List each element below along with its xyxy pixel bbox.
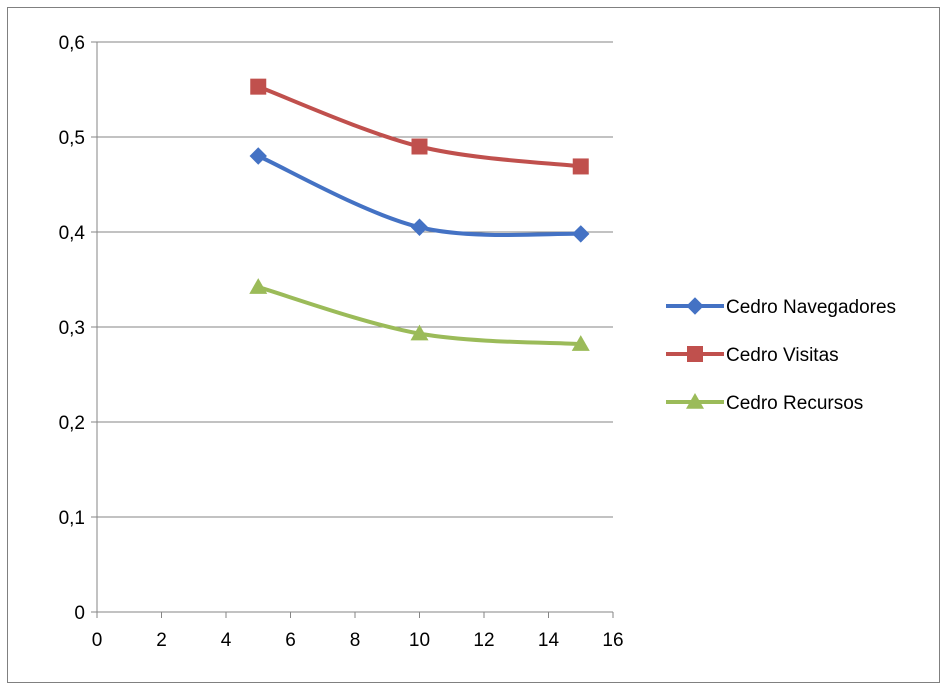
data-point: [410, 218, 429, 236]
legend-label: Cedro Recursos: [726, 393, 863, 414]
data-point: [572, 225, 590, 243]
legend-marker: [686, 297, 704, 315]
gridlines: [97, 41, 613, 518]
legend-marker: [686, 393, 704, 409]
data-point: [571, 335, 590, 351]
y-tick-label: 0: [74, 603, 85, 624]
y-tick-label: 0,6: [59, 33, 85, 54]
legend-label: Cedro Navegadores: [726, 297, 896, 318]
x-tick-label: 16: [602, 630, 623, 651]
data-point: [410, 324, 429, 341]
y-tick-label: 0,5: [59, 128, 85, 149]
y-tick-label: 0,4: [59, 223, 86, 244]
data-point: [250, 78, 267, 95]
legend-item: Cedro Recursos: [666, 393, 863, 414]
x-tick-label: 0: [92, 630, 103, 651]
y-tick-label: 0,2: [59, 413, 85, 434]
x-tick-label: 4: [221, 630, 232, 651]
x-tick-label: 14: [538, 630, 560, 651]
legend: Cedro Navegadores Cedro Visitas Cedro Recu…: [666, 297, 896, 414]
y-tick-labels: 0 0,1 0,2 0,3 0,4 0,5 0,6: [59, 33, 86, 624]
data-point: [249, 278, 268, 294]
series-1: [250, 78, 589, 175]
y-tick-label: 0,1: [59, 508, 85, 529]
series-group: [249, 78, 590, 351]
series-0: [249, 147, 590, 243]
x-tick-label: 8: [350, 630, 361, 651]
data-point: [572, 158, 589, 175]
chart-frame: [7, 7, 940, 683]
x-tick-label: 12: [473, 630, 494, 651]
x-tick-labels: 0 2 4 6 8 10 12 14 16: [92, 630, 624, 651]
legend-marker: [687, 346, 703, 362]
y-tick-label: 0,3: [59, 318, 85, 339]
x-tick-label: 2: [156, 630, 167, 651]
legend-item: Cedro Visitas: [666, 345, 839, 366]
legend-label: Cedro Visitas: [726, 345, 839, 366]
legend-item: Cedro Navegadores: [666, 297, 896, 318]
series-2: [249, 278, 590, 351]
data-point: [411, 138, 428, 155]
data-point: [249, 147, 267, 165]
x-tick-label: 10: [409, 630, 430, 651]
x-tick-label: 6: [285, 630, 296, 651]
axes: [91, 41, 614, 618]
